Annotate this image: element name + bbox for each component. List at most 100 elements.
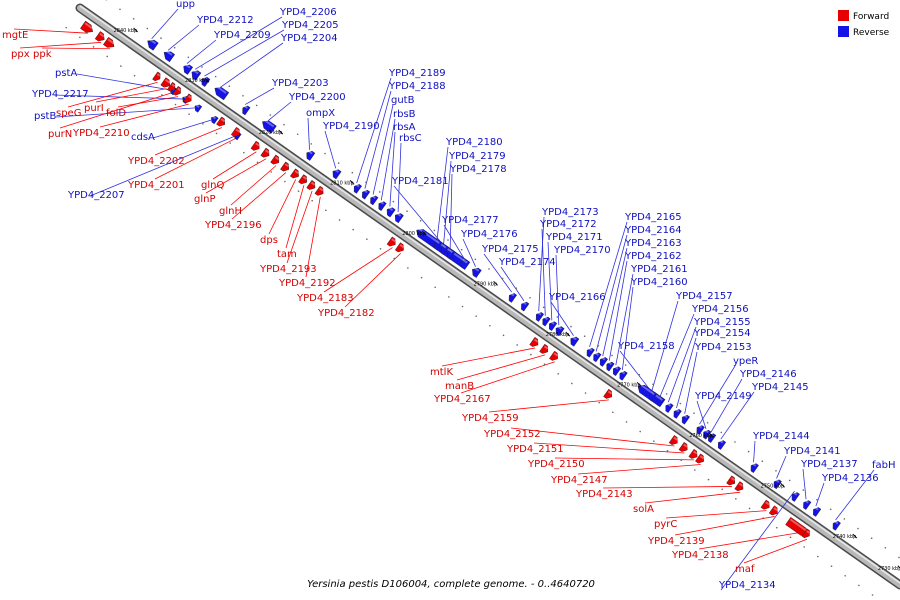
gene-label-ypd4_2162: YPD4_2162 <box>624 251 682 262</box>
minor-tick <box>816 498 818 501</box>
gene-label-psta: pstA <box>55 68 77 79</box>
forward-gene-arrow <box>394 242 404 253</box>
minor-tick <box>515 287 518 289</box>
reverse-gene-arrow <box>521 301 530 312</box>
gene-label-ypd4_2170: YPD4_2170 <box>553 245 611 256</box>
gene-label-ypd4_2203: YPD4_2203 <box>271 78 329 89</box>
reverse-gene-arrow <box>262 119 277 134</box>
minor-tick <box>652 383 654 386</box>
gene-label-ypd4_2171: YPD4_2171 <box>545 232 603 243</box>
minor-tick <box>721 488 723 491</box>
minor-tick <box>844 574 846 577</box>
reverse-gene-arrow <box>606 361 615 372</box>
scale-tick <box>780 482 785 488</box>
minor-tick <box>707 478 710 481</box>
genome-backbone-highlight <box>79 5 900 584</box>
reverse-gene-arrow <box>242 105 251 116</box>
minor-tick <box>653 440 655 442</box>
minor-tick <box>160 37 162 39</box>
reverse-gene-arrow <box>542 316 551 327</box>
forward-gene-arrow <box>695 453 705 464</box>
forward-gene-arrow <box>280 161 290 172</box>
gene-connector <box>500 266 525 301</box>
minor-tick <box>79 36 81 39</box>
minor-tick <box>173 46 176 49</box>
minor-tick <box>434 286 436 289</box>
minor-tick <box>228 85 231 87</box>
minor-tick <box>460 248 463 251</box>
scale-tick-label: 2770 kbp <box>617 382 641 388</box>
reverse-gene-arrow <box>708 433 717 443</box>
gene-label-dps: dps <box>260 235 278 246</box>
gene-connector <box>550 301 574 336</box>
gene-label-ypd4_2158: YPD4_2158 <box>617 341 675 352</box>
gene-connector <box>456 354 546 381</box>
minor-tick <box>366 238 368 240</box>
minor-tick <box>269 114 272 116</box>
gene-connector <box>154 127 223 156</box>
minor-tick <box>735 498 737 500</box>
minor-tick <box>296 133 299 136</box>
scale-tick <box>133 27 138 33</box>
gene-connector <box>53 94 186 100</box>
gene-connector <box>95 88 167 103</box>
gene-label-ypd4_2217: YPD4_2217 <box>31 89 89 100</box>
gene-connector <box>608 260 628 361</box>
gene-label-upp: upp <box>176 0 195 10</box>
gene-connector <box>615 273 634 366</box>
legend-forward-swatch <box>838 10 849 21</box>
gene-label-ypd4_2159: YPD4_2159 <box>461 413 519 424</box>
forward-gene-arrow <box>801 528 810 539</box>
minor-tick <box>325 209 327 212</box>
forward-gene-arrow <box>760 499 770 510</box>
gene-label-ypd4_2205: YPD4_2205 <box>281 20 339 31</box>
minor-tick <box>598 401 600 404</box>
scale-tick-label: 2820 kbp <box>259 130 283 136</box>
scale-tick-label: 2810 kbp <box>330 180 354 186</box>
reverse-gene-arrow <box>649 391 658 402</box>
forward-gene-arrow <box>270 154 280 165</box>
forward-gene-arrow <box>529 336 539 347</box>
minor-tick <box>638 373 641 376</box>
minor-tick <box>761 460 764 463</box>
gene-label-ypd4_2207: YPD4_2207 <box>67 190 125 201</box>
reverse-gene-arrow <box>447 249 456 260</box>
gene-label-ypd4_2136: YPD4_2136 <box>821 473 879 484</box>
gene-connector <box>619 350 650 390</box>
forward-gene-arrow <box>768 505 778 516</box>
gene-connector <box>397 142 402 213</box>
reverse-gene-arrow <box>440 245 449 255</box>
gene-connector <box>356 77 392 184</box>
gene-label-purn: purN <box>48 129 72 140</box>
gene-label-ypd4_2165: YPD4_2165 <box>624 212 682 223</box>
gene-connector <box>533 442 685 454</box>
reverse-gene-arrow <box>191 69 202 81</box>
minor-tick <box>448 296 450 298</box>
minor-tick <box>324 152 326 155</box>
minor-tick <box>352 228 354 231</box>
minor-tick <box>898 556 900 559</box>
gene-connector <box>460 361 555 394</box>
minor-tick <box>201 66 203 68</box>
gene-connector <box>743 538 808 564</box>
reverse-gene-arrow <box>613 366 622 377</box>
reverse-gene-arrow <box>508 293 517 303</box>
gene-label-ypd4_2147: YPD4_2147 <box>550 475 608 486</box>
forward-gene-arrow <box>734 481 744 492</box>
scale-tick-label: 2840 kbp <box>114 28 138 34</box>
gene-label-ypd4_2181: YPD4_2181 <box>391 176 449 187</box>
minor-tick <box>243 151 245 154</box>
legend-forward-label: Forward <box>853 12 889 22</box>
gene-label-ypd4_2174: YPD4_2174 <box>498 257 556 268</box>
gene-connector <box>380 118 396 201</box>
minor-tick <box>188 113 190 115</box>
minor-tick <box>215 132 218 135</box>
minor-tick <box>270 171 272 173</box>
gene-connector <box>76 73 173 91</box>
gene-connector <box>324 130 337 169</box>
gene-label-ypd4_2202: YPD4_2202 <box>127 156 185 167</box>
forward-gene-arrow <box>183 93 192 104</box>
forward-gene-arrow <box>152 71 161 82</box>
scale-tick-label: 2750 kbp <box>761 483 785 489</box>
gene-connector <box>323 247 393 293</box>
